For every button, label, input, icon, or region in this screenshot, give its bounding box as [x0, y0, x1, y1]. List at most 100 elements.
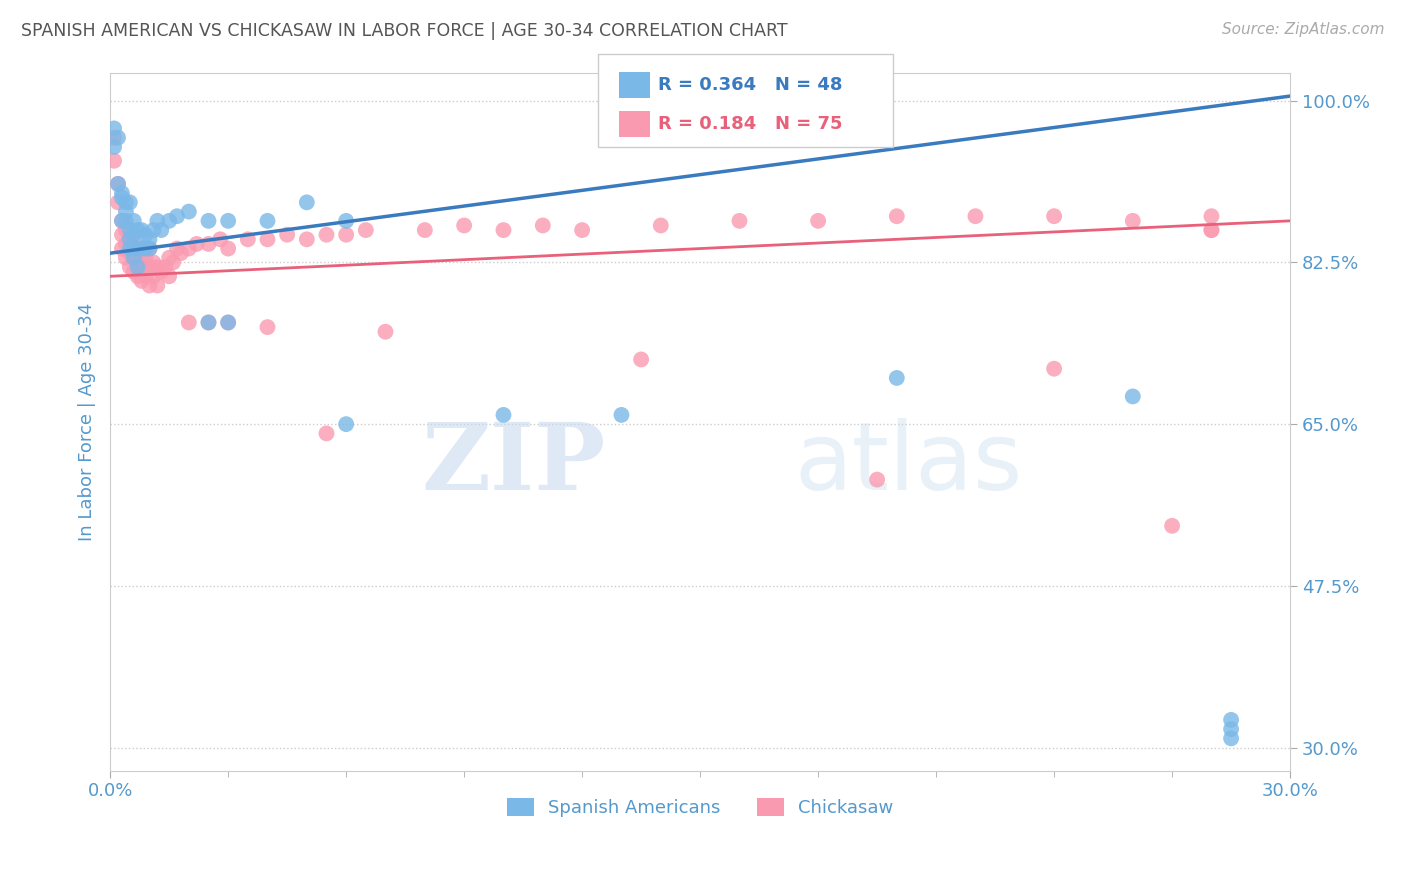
Point	[122, 242, 145, 256]
Point	[118, 232, 141, 246]
Point	[1043, 361, 1066, 376]
Point	[111, 191, 134, 205]
Text: ZIP: ZIP	[422, 418, 606, 508]
Point	[453, 219, 475, 233]
Legend: Spanish Americans, Chickasaw: Spanish Americans, Chickasaw	[499, 790, 901, 824]
Point	[107, 177, 129, 191]
Point	[122, 214, 145, 228]
Text: Source: ZipAtlas.com: Source: ZipAtlas.com	[1222, 22, 1385, 37]
Point	[1122, 389, 1144, 403]
Point	[728, 214, 751, 228]
Point	[1220, 722, 1243, 736]
Point	[866, 473, 889, 487]
Point	[115, 251, 138, 265]
Point	[610, 408, 633, 422]
Point	[374, 325, 396, 339]
Point	[1161, 518, 1184, 533]
Point	[217, 316, 239, 330]
Point	[118, 195, 141, 210]
Point	[157, 269, 180, 284]
Point	[111, 214, 134, 228]
Point	[138, 242, 160, 256]
Point	[315, 227, 337, 242]
Point	[142, 269, 165, 284]
Point	[177, 204, 200, 219]
Point	[807, 214, 830, 228]
Point	[335, 417, 357, 432]
Point	[177, 242, 200, 256]
Point	[630, 352, 652, 367]
Point	[131, 260, 153, 274]
Point	[131, 274, 153, 288]
Point	[492, 223, 515, 237]
Y-axis label: In Labor Force | Age 30-34: In Labor Force | Age 30-34	[79, 302, 96, 541]
Point	[965, 209, 987, 223]
Point	[138, 232, 160, 246]
Point	[135, 242, 157, 256]
Point	[886, 371, 908, 385]
Point	[127, 242, 149, 256]
Point	[138, 260, 160, 274]
Point	[127, 242, 149, 256]
Point	[131, 246, 153, 260]
Point	[335, 214, 357, 228]
Point	[103, 140, 125, 154]
Point	[111, 227, 134, 242]
Point	[138, 242, 160, 256]
Point	[142, 223, 165, 237]
Point	[335, 227, 357, 242]
Point	[256, 232, 278, 246]
Point	[107, 130, 129, 145]
Point	[157, 251, 180, 265]
Point	[103, 153, 125, 168]
Point	[1043, 209, 1066, 223]
Point	[1122, 214, 1144, 228]
Point	[236, 232, 259, 246]
Point	[135, 269, 157, 284]
Point	[1220, 713, 1243, 727]
Point	[197, 214, 219, 228]
Point	[146, 214, 169, 228]
Point	[122, 251, 145, 265]
Point	[118, 242, 141, 256]
Point	[276, 227, 298, 242]
Point	[650, 219, 672, 233]
Point	[413, 223, 436, 237]
Point	[115, 195, 138, 210]
Point	[295, 195, 318, 210]
Point	[1201, 223, 1223, 237]
Text: R = 0.364   N = 48: R = 0.364 N = 48	[658, 76, 842, 94]
Point	[138, 278, 160, 293]
Point	[122, 236, 145, 251]
Point	[115, 236, 138, 251]
Point	[170, 246, 193, 260]
Point	[118, 246, 141, 260]
Point	[103, 130, 125, 145]
Point	[177, 316, 200, 330]
Point	[295, 232, 318, 246]
Point	[217, 214, 239, 228]
Point	[122, 227, 145, 242]
Point	[146, 260, 169, 274]
Point	[131, 223, 153, 237]
Point	[217, 316, 239, 330]
Point	[127, 260, 149, 274]
Point	[1220, 731, 1243, 746]
Point	[166, 209, 188, 223]
Point	[131, 242, 153, 256]
Point	[256, 320, 278, 334]
Point	[162, 255, 184, 269]
Point	[197, 316, 219, 330]
Point	[354, 223, 377, 237]
Point	[1201, 209, 1223, 223]
Point	[103, 121, 125, 136]
Text: atlas: atlas	[794, 417, 1022, 509]
Point	[107, 177, 129, 191]
Point	[197, 236, 219, 251]
Text: SPANISH AMERICAN VS CHICKASAW IN LABOR FORCE | AGE 30-34 CORRELATION CHART: SPANISH AMERICAN VS CHICKASAW IN LABOR F…	[21, 22, 787, 40]
Point	[157, 214, 180, 228]
Point	[492, 408, 515, 422]
Text: R = 0.184   N = 75: R = 0.184 N = 75	[658, 115, 842, 133]
Point	[135, 251, 157, 265]
Point	[146, 278, 169, 293]
